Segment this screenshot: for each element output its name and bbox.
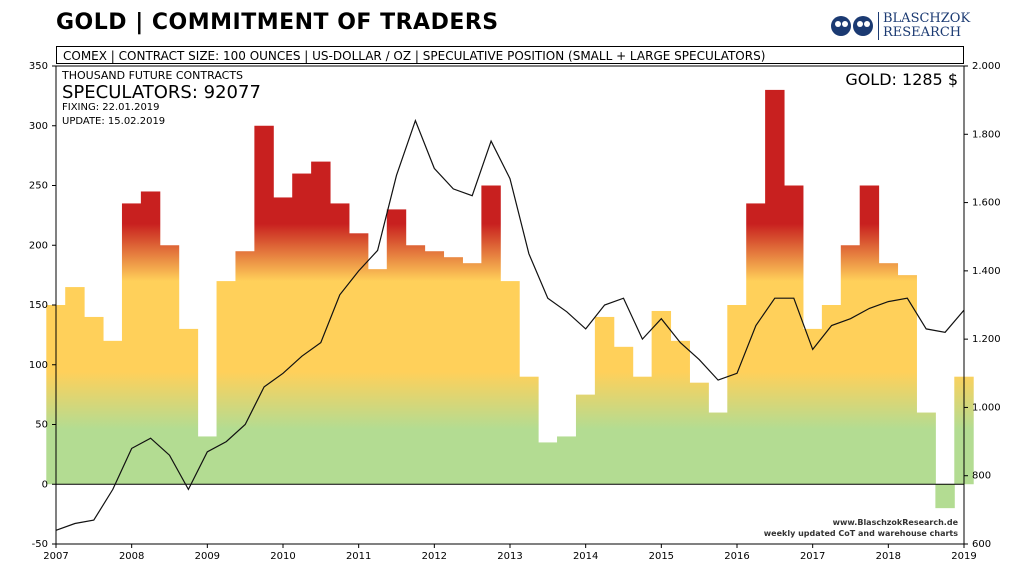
spec-bar: [235, 251, 255, 485]
y-left-tick-label: 250: [29, 181, 48, 192]
y-left-tick-label: -50: [32, 539, 48, 550]
brand-logo: BLASCHZOK RESEARCH: [830, 8, 970, 44]
update-label: UPDATE: 15.02.2019: [62, 116, 166, 127]
spec-bar: [103, 340, 123, 485]
spec-bar: [746, 203, 766, 485]
spec-bar: [632, 376, 653, 485]
y-right-tick-label: 1.800: [972, 129, 1001, 140]
y-right-tick-label: 800: [972, 471, 991, 482]
spec-bar: [689, 382, 709, 485]
spec-bar: [500, 281, 520, 485]
brand-line1: BLASCHZOK: [883, 11, 971, 26]
spec-bar: [613, 346, 634, 485]
chart-title: GOLD | COMMITMENT OF TRADERS: [56, 10, 499, 35]
speculator-bars: [46, 89, 974, 509]
spec-bar: [594, 316, 615, 485]
x-tick-label: 2017: [800, 551, 825, 562]
spec-bar: [935, 484, 955, 509]
spec-bar: [405, 245, 426, 485]
x-tick-label: 2016: [724, 551, 749, 562]
spec-bar: [311, 161, 331, 485]
spec-bar: [821, 305, 842, 485]
x-tick-label: 2011: [346, 551, 371, 562]
spec-bar: [481, 185, 501, 485]
y-right-tick-label: 2.000: [972, 61, 1001, 72]
x-tick-label: 2013: [497, 551, 522, 562]
spec-bar: [519, 376, 539, 485]
spec-bar: [386, 209, 407, 485]
x-tick-label: 2008: [119, 551, 144, 562]
spec-bar: [802, 328, 823, 485]
units-label: THOUSAND FUTURE CONTRACTS: [62, 69, 244, 82]
credit-url: www.BlaschzokResearch.de: [832, 518, 958, 527]
y-right-tick-label: 600: [972, 539, 991, 550]
spec-bar: [765, 89, 785, 485]
spec-bar: [916, 412, 936, 485]
spec-bar: [348, 233, 369, 485]
x-tick-label: 2015: [649, 551, 674, 562]
spec-bar: [292, 173, 312, 485]
x-tick-label: 2019: [951, 551, 976, 562]
x-tick-label: 2018: [876, 551, 901, 562]
spec-bar: [557, 436, 577, 485]
y-right-tick-label: 1.400: [972, 266, 1001, 277]
spec-bar: [424, 251, 445, 485]
spec-bar: [367, 269, 388, 485]
spec-bar: [840, 245, 861, 485]
y-left-tick-label: 50: [35, 420, 48, 431]
owls-logo-icon: [831, 16, 873, 36]
y-right-tick-label: 1.200: [972, 334, 1001, 345]
spec-bar: [443, 257, 463, 485]
spec-bar: [178, 328, 199, 485]
spec-bar: [462, 263, 482, 485]
x-tick-label: 2010: [270, 551, 295, 562]
spec-bar: [727, 305, 747, 485]
y-left-tick-label: 150: [29, 300, 48, 311]
spec-bar: [273, 197, 293, 485]
spec-bar: [84, 316, 104, 485]
y-left-tick-label: 350: [29, 61, 48, 72]
chart-subtitle: COMEX | CONTRACT SIZE: 100 OUNCES | US-D…: [56, 46, 964, 64]
y-left-tick-label: 100: [29, 360, 48, 371]
x-tick-label: 2007: [43, 551, 68, 562]
y-left-tick-label: 200: [29, 240, 48, 251]
spec-bar: [197, 436, 218, 485]
x-tick-label: 2014: [573, 551, 598, 562]
brand-name: BLASCHZOK RESEARCH: [878, 12, 970, 40]
spec-bar: [140, 191, 161, 485]
spec-bar: [859, 185, 880, 485]
gold-price-label: GOLD: 1285 $: [845, 70, 958, 89]
y-left-tick-label: 0: [42, 479, 48, 490]
spec-bar: [538, 442, 558, 485]
spec-bar: [330, 203, 350, 485]
spec-bar: [254, 125, 274, 485]
axes: 350 300 250 200 150 100 50 0 -50 2.000 1.800 1.600 1…: [29, 61, 1001, 562]
speculators-label: SPECULATORS: 92077: [62, 82, 261, 103]
spec-bar: [159, 245, 180, 485]
x-tick-label: 2012: [422, 551, 447, 562]
x-tick-label: 2009: [195, 551, 220, 562]
brand-line2: RESEARCH: [883, 25, 962, 40]
y-right-tick-label: 1.600: [972, 198, 1001, 209]
spec-bar: [65, 287, 85, 485]
spec-bar: [708, 412, 728, 485]
spec-bar: [784, 185, 804, 485]
credit-tagline: weekly updated CoT and warehouse charts: [763, 529, 958, 538]
spec-bar: [121, 203, 142, 485]
y-right-tick-label: 1.000: [972, 402, 1001, 413]
gold-price-line: [55, 118, 965, 531]
spec-bar: [651, 310, 672, 485]
spec-bar: [216, 281, 236, 485]
fixing-label: FIXING: 22.01.2019: [62, 102, 160, 113]
spec-bar: [575, 394, 596, 485]
y-left-tick-label: 300: [29, 121, 48, 132]
spec-bar: [670, 340, 690, 485]
spec-bar: [878, 263, 899, 485]
spec-bar: [897, 275, 917, 485]
